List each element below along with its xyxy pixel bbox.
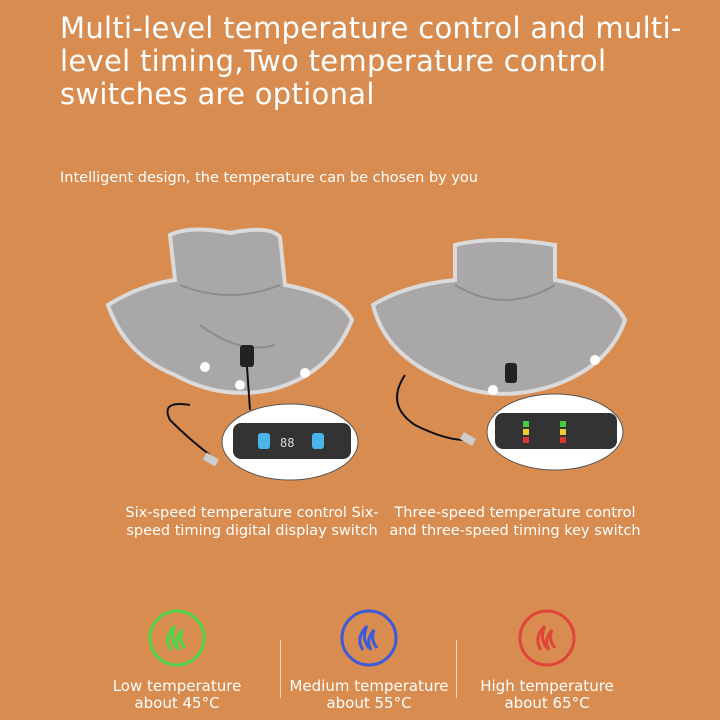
temp-label: High temperature	[480, 677, 614, 695]
flame-icon	[340, 609, 398, 667]
temp-label: Low temperature	[112, 677, 242, 695]
flame-icon	[148, 609, 206, 667]
divider	[456, 640, 457, 698]
product-caption-digital: Six-speed temperature control Six-speed …	[125, 505, 379, 539]
product-image-digital: 88	[105, 227, 359, 481]
temp-high: High temperature about 65°C	[457, 608, 637, 712]
page-subtitle: Intelligent design, the temperature can …	[60, 170, 478, 186]
divider	[280, 640, 281, 698]
product-caption-key: Three-speed temperature control and thre…	[389, 505, 641, 539]
temp-value: about 55°C	[326, 694, 412, 712]
temp-value: about 65°C	[504, 694, 590, 712]
page-title: Multi-level temperature control and mult…	[60, 11, 682, 111]
digital-display: 88	[280, 436, 294, 450]
temp-medium: Medium temperature about 55°C	[279, 608, 459, 712]
flame-icon	[518, 609, 576, 667]
temp-low: Low temperature about 45°C	[87, 608, 267, 712]
product-image-key	[370, 238, 628, 471]
temp-label: Medium temperature	[289, 677, 449, 695]
temp-value: about 45°C	[134, 694, 220, 712]
